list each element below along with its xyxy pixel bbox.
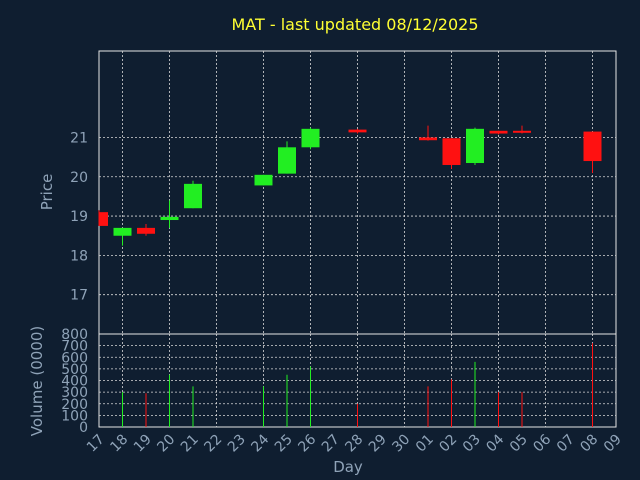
candle-body xyxy=(489,130,508,134)
candle-body xyxy=(160,216,179,221)
price-axis-label: Price xyxy=(38,174,56,211)
x-tick-label: 08 xyxy=(577,432,601,456)
x-tick-label: 27 xyxy=(319,432,343,456)
candle-body xyxy=(419,137,437,141)
volume-y-tick-label: 800 xyxy=(61,327,88,343)
x-tick-label: 06 xyxy=(530,431,554,455)
volume-y-tick-label: 300 xyxy=(61,385,88,401)
price-y-tick-label: 19 xyxy=(70,209,88,225)
volume-y-tick-label: 700 xyxy=(61,339,88,355)
candle-body xyxy=(113,227,132,236)
candles xyxy=(98,125,602,246)
x-tick-label: 20 xyxy=(154,432,178,456)
x-tick-label: 02 xyxy=(436,432,460,456)
volume-bars xyxy=(122,343,593,427)
candle-body xyxy=(99,212,108,226)
x-tick-label: 05 xyxy=(507,432,531,456)
price-panel: 17 18 19 20 21 Price xyxy=(38,50,617,335)
volume-y-tick-label: 400 xyxy=(61,374,88,390)
x-tick-label: 03 xyxy=(460,432,484,456)
x-tick-label: 21 xyxy=(178,432,202,456)
candle-body xyxy=(278,147,296,174)
x-tick-label: 22 xyxy=(201,432,225,456)
candle-body xyxy=(137,227,155,234)
x-tick-label: 25 xyxy=(272,432,296,456)
x-tick-label: 04 xyxy=(483,431,507,455)
x-tick-label: 26 xyxy=(295,431,319,455)
x-tick-label: 28 xyxy=(342,432,366,456)
x-tick-label: 30 xyxy=(389,432,413,456)
volume-y-tick-label: 100 xyxy=(61,408,88,424)
price-y-tick-label: 17 xyxy=(70,288,88,304)
volume-y-tick-label: 200 xyxy=(61,397,88,413)
candle-body xyxy=(301,128,320,148)
volume-axis-label: Volume (0000) xyxy=(28,326,46,436)
candle-body xyxy=(442,138,461,165)
candle-body xyxy=(254,174,273,186)
price-y-tick-label: 20 xyxy=(70,170,88,186)
x-tick-label: 01 xyxy=(413,432,437,456)
candle-body xyxy=(513,130,531,133)
x-tick-label: 19 xyxy=(131,432,155,456)
x-tick-label: 24 xyxy=(248,431,272,455)
x-tick-label: 23 xyxy=(225,432,249,456)
x-tick-label: 07 xyxy=(554,432,578,456)
x-ticks: 17 18 19 20 21 22 23 24 25 26 27 28 29 30 01 02 03 04 05 06… xyxy=(84,431,625,455)
price-grid xyxy=(99,51,616,334)
candle-body xyxy=(184,183,202,209)
price-y-tick-label: 18 xyxy=(70,248,88,264)
candle-body xyxy=(348,129,367,133)
volume-y-tick-label: 0 xyxy=(79,420,88,436)
x-tick-label: 09 xyxy=(601,432,625,456)
x-axis-label: Day xyxy=(333,458,363,476)
candle-body xyxy=(466,128,484,164)
candle-body xyxy=(583,131,602,162)
x-tick-label: 18 xyxy=(107,432,131,456)
x-tick-label: 29 xyxy=(366,432,390,456)
volume-y-tick-label: 500 xyxy=(61,362,88,378)
price-y-ticks: 17 18 19 20 21 xyxy=(70,130,88,303)
volume-y-tick-label: 600 xyxy=(61,350,88,366)
chart-title: MAT - last updated 08/12/2025 xyxy=(231,15,478,34)
price-y-tick-label: 21 xyxy=(70,130,88,146)
